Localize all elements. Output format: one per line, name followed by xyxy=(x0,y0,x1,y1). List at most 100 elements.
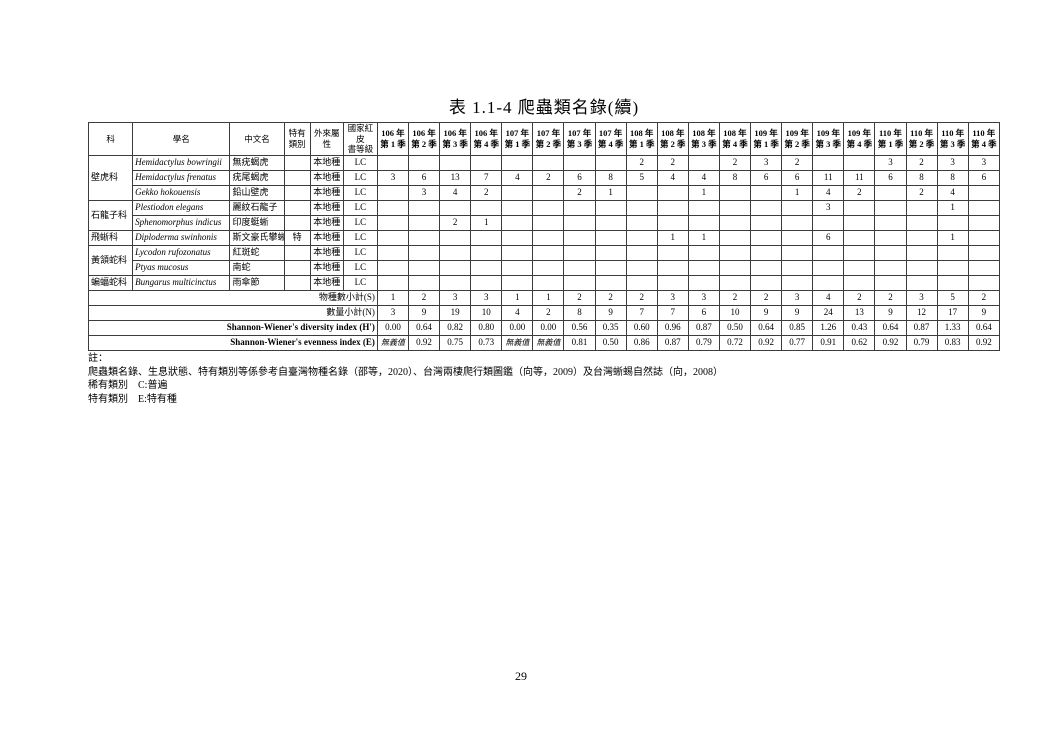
col-header-quarter: 110 年 第 4 季 xyxy=(967,122,1001,156)
species-row: 石龍子科 Plestiodon elegans 麗紋石龍子 本地種 LC 3 1 xyxy=(87,199,1001,231)
cell-quarter-count xyxy=(532,154,565,171)
summary-value: 2 xyxy=(750,289,783,306)
cell-quarter-count xyxy=(532,229,565,246)
cell-quarter-count xyxy=(439,229,472,246)
cell-quarter-count xyxy=(656,184,689,201)
summary-value: 2 xyxy=(563,289,596,306)
cell-chinese-name: 鉛山壁虎 xyxy=(229,184,285,201)
table-title: 表 1.1-4 爬蟲類名錄(續) xyxy=(448,98,640,117)
col-header-quarter: 109 年 第 1 季 xyxy=(750,122,783,156)
cell-quarter-count xyxy=(718,214,752,231)
cell-quarter-count xyxy=(625,259,658,276)
cell-quarter-count xyxy=(750,274,783,291)
cell-origin-attribute: 本地種 xyxy=(309,169,344,186)
cell-quarter-count xyxy=(905,199,938,216)
cell-quarter-count: 6 xyxy=(407,169,441,186)
reptile-roster-table: 科學名 中文名 特有 類別 外來屬 性國家紅皮 書等級 106 年 第 1 季 106 年… xyxy=(87,122,1001,351)
col-header-origin-attribute: 外來屬 性 xyxy=(309,122,344,156)
cell-endemic-category xyxy=(283,154,311,171)
cell-quarter-count xyxy=(967,184,1001,201)
col-header-endemic-category: 特有 類別 xyxy=(283,122,311,156)
col-header-redlist-level: 國家紅皮 書等級 xyxy=(342,122,378,156)
cell-quarter-count xyxy=(594,154,627,171)
summary-row: 數量小計(N) 3 9 19 10 4 2 8 9 7 7 6 10 9 9 24 13 9 12 17 9 xyxy=(88,304,1001,321)
cell-quarter-count xyxy=(750,184,783,201)
summary-value: 0.87 xyxy=(905,319,938,336)
summary-value: 0.64 xyxy=(407,319,441,336)
cell-quarter-count xyxy=(656,259,689,276)
col-header-quarter: 110 年 第 2 季 xyxy=(905,122,938,156)
col-header-quarter: 108 年 第 2 季 xyxy=(656,122,689,156)
summary-value: 0.79 xyxy=(687,334,720,351)
cell-chinese-name: 雨傘節 xyxy=(229,274,285,291)
species-row: 黃頷蛇科 Lycodon rufozonatus 紅斑蛇 本地種 LC xyxy=(87,244,1001,276)
summary-value: 0.56 xyxy=(563,319,596,336)
summary-value: 1.26 xyxy=(812,319,845,336)
cell-quarter-count: 1 xyxy=(687,229,720,246)
cell-origin-attribute: 本地種 xyxy=(309,244,344,261)
cell-quarter-count xyxy=(812,244,845,261)
summary-value: 2 xyxy=(625,289,658,306)
summary-value: 10 xyxy=(718,304,752,321)
summary-value: 0.00 xyxy=(501,319,534,336)
summary-value: 0.92 xyxy=(407,334,441,351)
cell-quarter-count xyxy=(594,244,627,261)
cell-quarter-count xyxy=(781,199,814,216)
cell-quarter-count xyxy=(563,154,596,171)
cell-quarter-count xyxy=(532,244,565,261)
col-header-quarter: 109 年 第 3 季 xyxy=(812,122,845,156)
summary-value: 1 xyxy=(532,289,565,306)
cell-quarter-count xyxy=(563,244,596,261)
cell-quarter-count xyxy=(843,154,876,171)
summary-value: 0.86 xyxy=(625,334,658,351)
summary-row: 物種數小計(S) 1 2 3 3 1 1 2 2 2 3 3 2 2 3 4 2 2 3 5 2 xyxy=(88,289,1001,306)
summary-value: 0.96 xyxy=(656,319,689,336)
summary-value: 9 xyxy=(781,304,814,321)
summary-value: 0.91 xyxy=(812,334,845,351)
summary-value: 9 xyxy=(874,304,907,321)
summary-value: 0.00 xyxy=(376,319,410,336)
cell-quarter-count xyxy=(376,229,410,246)
cell-quarter-count xyxy=(718,229,752,246)
cell-quarter-count: 2 xyxy=(905,154,938,171)
col-header-quarter: 108 年 第 1 季 xyxy=(625,122,658,156)
cell-origin-attribute: 本地種 xyxy=(309,259,344,276)
notes-source-line: 爬蟲類名錄、生息狀態、特有類別等係參考自臺灣物種名錄（邵等，2020）、台灣兩棲… xyxy=(88,366,723,378)
summary-value: 0.87 xyxy=(687,319,720,336)
cell-quarter-count: 1 xyxy=(656,229,689,246)
species-row: Gekko hokouensis 鉛山壁虎 本地種 LC 3 4 2 2 1 1 1 4 2 2 4 xyxy=(89,184,1001,201)
summary-value: 8 xyxy=(563,304,596,321)
cell-scientific-name: Plestiodon elegans xyxy=(132,199,231,216)
cell-quarter-count xyxy=(967,274,1001,291)
cell-scientific-name: Bungarus multicinctus xyxy=(132,274,231,291)
cell-endemic-category xyxy=(283,274,311,291)
cell-origin-attribute: 本地種 xyxy=(309,274,344,291)
summary-value: 無義值 xyxy=(376,334,410,351)
summary-value: 0.62 xyxy=(843,334,876,351)
summary-value: 0.43 xyxy=(843,319,876,336)
col-header-quarter: 110 年 第 1 季 xyxy=(874,122,907,156)
summary-row: Shannon-Wiener's evenness index (E) 無義值 0.… xyxy=(88,334,1001,351)
cell-quarter-count xyxy=(750,259,783,276)
cell-quarter-count xyxy=(781,259,814,276)
cell-family: 蝙蝠蛇科 xyxy=(87,274,134,291)
cell-quarter-count xyxy=(532,274,565,291)
summary-value: 10 xyxy=(470,304,503,321)
cell-quarter-count: 1 xyxy=(470,214,503,231)
col-header-quarter: 109 年 第 2 季 xyxy=(781,122,814,156)
cell-redlist-level: LC xyxy=(342,244,378,261)
cell-redlist-level: LC xyxy=(342,184,378,201)
cell-quarter-count xyxy=(936,259,969,276)
cell-quarter-count: 8 xyxy=(594,169,627,186)
cell-quarter-count: 2 xyxy=(532,169,565,186)
summary-value: 13 xyxy=(843,304,876,321)
summary-value: 0.50 xyxy=(594,334,627,351)
cell-redlist-level: LC xyxy=(342,274,378,291)
cell-quarter-count xyxy=(843,229,876,246)
cell-quarter-count xyxy=(501,199,534,216)
cell-quarter-count xyxy=(874,229,907,246)
cell-family: 石龍子科 xyxy=(87,199,134,231)
cell-quarter-count: 2 xyxy=(718,154,752,171)
cell-quarter-count xyxy=(843,274,876,291)
